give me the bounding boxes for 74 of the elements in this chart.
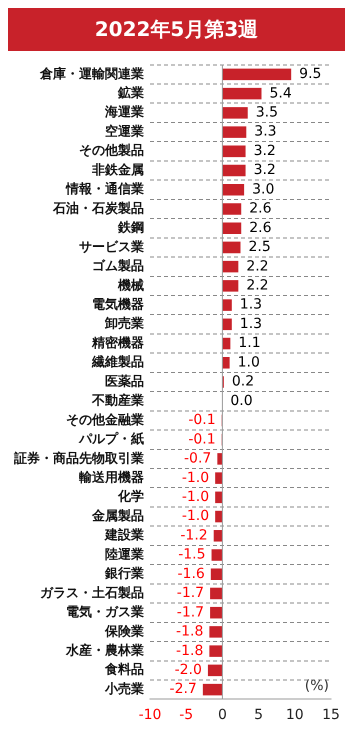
y-tick-label: 卸売業	[104, 316, 144, 332]
x-tick-label: 10	[286, 707, 304, 724]
data-label: 0.2	[232, 374, 254, 390]
data-label: -2.0	[174, 662, 202, 678]
data-label: 1.3	[240, 296, 262, 313]
y-tick-label: 小売業	[104, 682, 144, 697]
y-tick-label: 海運業	[104, 105, 144, 120]
data-label: 3.3	[254, 124, 277, 140]
data-label: 0.0	[230, 392, 253, 409]
data-label: -1.0	[182, 488, 210, 505]
data-label: 3.5	[256, 104, 278, 120]
data-label: 1.1	[238, 335, 261, 352]
data-label: -1.2	[180, 527, 208, 544]
y-tick-label: 陸運業	[105, 547, 144, 562]
y-tick-label: 医薬品	[105, 373, 144, 390]
y-tick-label: その他金融業	[66, 412, 144, 428]
y-tick-label: 電気機器	[92, 297, 144, 312]
y-tick-label: 非鉄金属	[91, 162, 144, 178]
data-label: 3.0	[252, 181, 274, 198]
y-tick-label: その他製品	[79, 144, 144, 159]
data-label: 2.6	[249, 220, 272, 236]
y-tick-label: 不動産業	[91, 392, 144, 409]
x-tick-label: -5	[179, 707, 194, 724]
data-label: -2.7	[170, 681, 197, 698]
data-label: -1.8	[176, 624, 204, 640]
y-tick-label: 倉庫・運輸関連業	[39, 66, 144, 82]
x-tick-label: 0	[218, 707, 227, 724]
data-label: 2.5	[248, 239, 271, 256]
data-label: -1.0	[182, 508, 210, 524]
data-label: -0.1	[188, 412, 216, 428]
data-label: -0.7	[184, 450, 212, 467]
y-tick-label: 化学	[117, 490, 144, 505]
data-label: 5.4	[269, 85, 292, 102]
data-label: 2.2	[246, 278, 269, 294]
data-label: -1.8	[176, 642, 204, 659]
data-label: -1.7	[176, 604, 204, 620]
y-tick-label: 金属製品	[91, 508, 144, 524]
data-label: -1.6	[177, 566, 205, 582]
data-label: 2.6	[249, 200, 272, 217]
data-label: -0.1	[188, 431, 216, 448]
chart-title: 2022年5月第3週	[8, 8, 345, 51]
y-tick-label: 情報・通信業	[65, 181, 144, 198]
y-tick-label: 水産・農林業	[65, 642, 144, 659]
y-tick-label: 石油・石炭製品	[52, 201, 144, 216]
data-label: 3.2	[254, 162, 276, 178]
y-tick-label: 鉄鋼	[117, 220, 144, 236]
y-tick-label: 機械	[117, 278, 144, 294]
data-label: 1.0	[238, 354, 260, 370]
data-label: -1.0	[182, 470, 210, 486]
y-tick-label: 鉱業	[117, 85, 144, 102]
y-tick-label: 食料品	[104, 662, 144, 678]
x-tick-label: 15	[322, 707, 340, 724]
y-tick-label: 輸送用機器	[78, 470, 144, 486]
data-label: 2.2	[246, 258, 269, 274]
y-tick-label: パルプ・紙	[78, 431, 144, 448]
data-label: 9.5	[299, 66, 322, 82]
y-tick-label: 精密機器	[91, 334, 144, 351]
y-tick-label: サービス業	[79, 240, 144, 255]
y-tick-label: 銀行業	[104, 566, 144, 582]
y-tick-label: 建設業	[104, 527, 144, 544]
y-tick-label: 証券・商品先物取引業	[13, 450, 144, 466]
data-label: 3.2	[254, 142, 276, 159]
y-tick-label: 空運業	[105, 123, 144, 140]
annotation: (%)	[304, 678, 329, 694]
y-tick-label: 電気・ガス業	[66, 605, 144, 620]
y-tick-label: 繊維製品	[91, 355, 144, 370]
data-label: -1.5	[178, 546, 206, 563]
y-tick-label: 保険業	[104, 624, 144, 640]
x-tick-label: 5	[254, 707, 264, 724]
y-tick-label: ゴム製品	[92, 259, 144, 274]
data-label: -1.7	[176, 585, 204, 602]
data-label: 1.3	[240, 316, 262, 332]
x-tick-label: -10	[138, 707, 162, 724]
y-tick-label: ガラス・土石製品	[40, 586, 144, 601]
